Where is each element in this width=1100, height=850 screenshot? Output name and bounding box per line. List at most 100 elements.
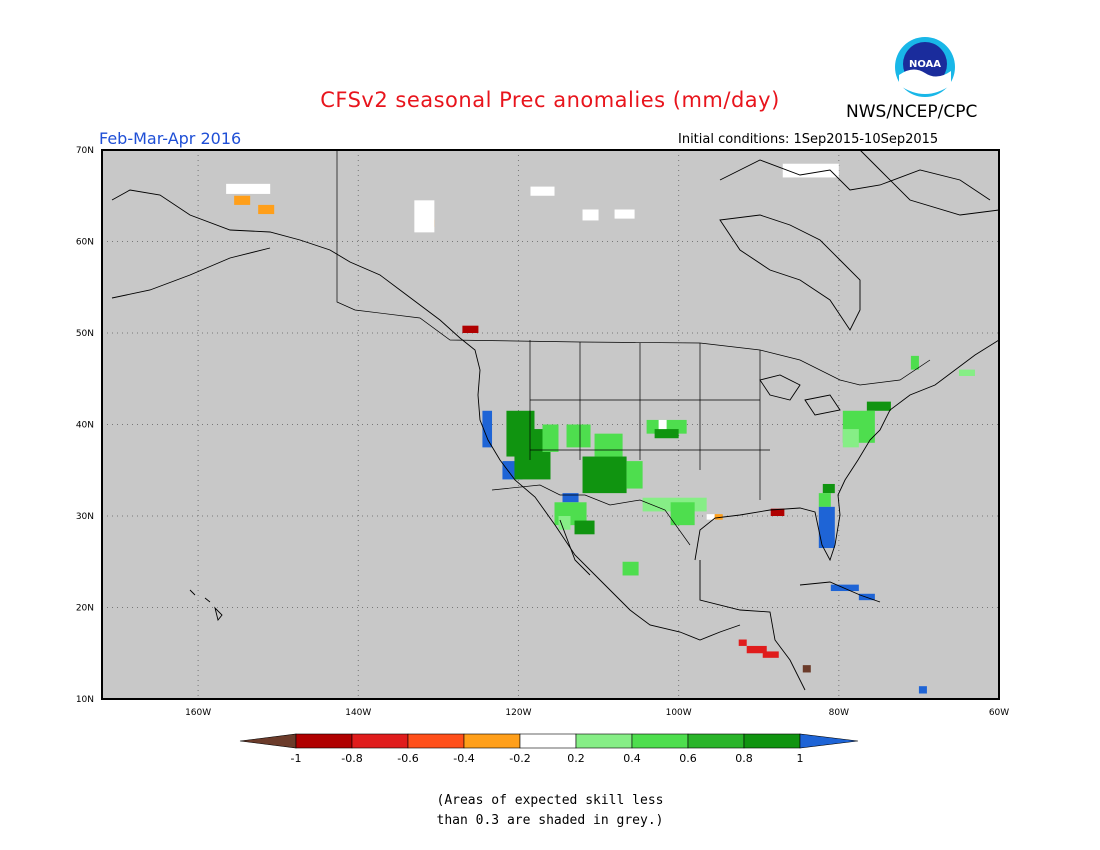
legend-swatch-high: [799, 733, 859, 749]
legend-tick-label: -0.4: [453, 752, 474, 765]
anomaly-cell-ltgreen: [558, 516, 571, 530]
lon-tick-label: 80W: [829, 708, 849, 718]
anomaly-cell-white: [614, 209, 635, 219]
anomaly-cell-dkred: [462, 325, 479, 333]
legend-swatch: [407, 733, 465, 749]
anomaly-cell-white: [226, 183, 271, 194]
political-borders: [336, 150, 931, 546]
anomaly-cell-dkred: [770, 508, 785, 516]
legend-tick-label: 0.8: [735, 752, 753, 765]
anomaly-cell-dkgreen: [582, 456, 627, 494]
anomaly-cell-green: [626, 461, 643, 489]
anomaly-cell-ltgreen: [958, 369, 975, 377]
legend-tick-label: 0.2: [567, 752, 585, 765]
anomaly-cell-orange: [714, 514, 723, 520]
latitude-labels: 10N 20N 30N 40N 50N 60N 70N: [76, 146, 94, 705]
anomaly-cell-blue: [562, 493, 579, 503]
anomaly-cell-red: [762, 651, 779, 658]
lat-tick-label: 40N: [76, 421, 94, 431]
logo-text: NOAA: [909, 59, 941, 70]
legend-swatch: [295, 733, 353, 749]
anomaly-cell-dkgreen: [574, 520, 595, 535]
anomaly-cell-dkgreen: [866, 401, 891, 411]
legend-swatch-low: [239, 733, 297, 749]
lon-tick-label: 140W: [345, 708, 371, 718]
anomaly-cell-white: [658, 419, 667, 430]
anomaly-cell-blue: [482, 410, 493, 448]
lat-tick-label: 20N: [76, 604, 94, 614]
us-mexico-border: [491, 484, 691, 546]
anomaly-cell-blue: [918, 686, 927, 694]
organization-label: NWS/NCEP/CPC: [846, 102, 978, 122]
legend-swatch: [687, 733, 745, 749]
anomaly-cell-orange: [234, 195, 251, 205]
legend-swatch: [575, 733, 633, 749]
anomaly-cell-green: [910, 355, 919, 370]
alaska-south-coast: [111, 247, 271, 299]
anomaly-cell-green: [622, 561, 639, 576]
legend-tick-label: 1: [797, 752, 804, 765]
east-coastline: [694, 339, 1000, 562]
anomaly-cell-green: [566, 424, 591, 448]
anomaly-cell-red: [746, 645, 767, 654]
mexico-coast: [559, 519, 806, 691]
lat-tick-label: 60N: [76, 238, 94, 248]
greenland-edge: [859, 149, 1000, 216]
legend-tick-label: -0.2: [509, 752, 530, 765]
skill-note-line2: than 0.3 are shaded in grey.): [436, 813, 664, 828]
lat-tick-label: 70N: [76, 146, 94, 156]
legend-labels: -1 -0.8 -0.6 -0.4 -0.2 0.2 0.4 0.6 0.8 1: [291, 752, 804, 765]
anomaly-cell-dkgreen: [822, 483, 835, 494]
anomaly-cell-white: [706, 514, 715, 520]
anomaly-cell-red: [738, 639, 747, 646]
legend-tick-label: -0.6: [397, 752, 418, 765]
lon-tick-label: 120W: [505, 708, 531, 718]
anomaly-cell-brown: [802, 665, 811, 673]
legend-swatch: [519, 733, 577, 749]
anomaly-cell-green: [594, 433, 623, 457]
anomaly-cell-white: [414, 200, 435, 233]
anomaly-cell-orange: [258, 204, 275, 215]
logo-wave: [899, 69, 951, 94]
legend-swatch: [463, 733, 521, 749]
legend-tick-label: -0.8: [341, 752, 362, 765]
anomaly-cell-dkgreen: [654, 429, 679, 439]
anomaly-cell-green: [670, 502, 695, 526]
lon-tick-label: 60W: [989, 708, 1009, 718]
anomaly-cell-white: [582, 209, 599, 221]
season-label: Feb-Mar-Apr 2016: [99, 129, 242, 148]
hudson-bay: [719, 214, 861, 331]
anomaly-cell-blue: [818, 506, 835, 549]
coastlines: [111, 149, 1000, 691]
map-frame: [101, 149, 1000, 700]
state-lines: [529, 340, 770, 500]
longitude-labels: 160W 140W 120W 100W 80W 60W: [185, 708, 1009, 718]
lat-tick-label: 10N: [76, 695, 94, 705]
anomaly-cell-blue: [830, 584, 859, 592]
hawaii: [189, 589, 223, 621]
lon-tick-label: 160W: [185, 708, 211, 718]
lon-tick-label: 100W: [666, 708, 692, 718]
arctic-islands: [719, 159, 991, 201]
cuba: [799, 581, 881, 603]
anomaly-cell-white: [530, 186, 555, 196]
anomaly-map: 10N 20N 30N 40N 50N 60N 70N 160W 140W 120W 100W 80…: [76, 146, 1009, 718]
west-coastline: [111, 189, 741, 641]
initial-conditions-label: Initial conditions: 1Sep2015-10Sep2015: [678, 132, 939, 147]
chart-title: CFSv2 seasonal Prec anomalies (mm/day): [320, 88, 780, 112]
legend-swatch: [351, 733, 409, 749]
great-lakes: [759, 374, 841, 416]
lat-tick-label: 50N: [76, 329, 94, 339]
legend-tick-label: 0.6: [679, 752, 697, 765]
noaa-logo: NOAA: [895, 37, 955, 97]
anomaly-cell-green: [818, 493, 831, 507]
legend-tick-label: -1: [291, 752, 302, 765]
legend-tick-label: 0.4: [623, 752, 641, 765]
anomaly-cell-green: [542, 424, 559, 452]
legend-swatch: [631, 733, 689, 749]
lat-tick-label: 30N: [76, 512, 94, 522]
legend-swatches: [239, 733, 859, 749]
color-legend: -1 -0.8 -0.6 -0.4 -0.2 0.2 0.4 0.6 0.8 1: [239, 733, 859, 765]
skill-note-line1: (Areas of expected skill less: [436, 793, 664, 808]
legend-swatch: [743, 733, 801, 749]
